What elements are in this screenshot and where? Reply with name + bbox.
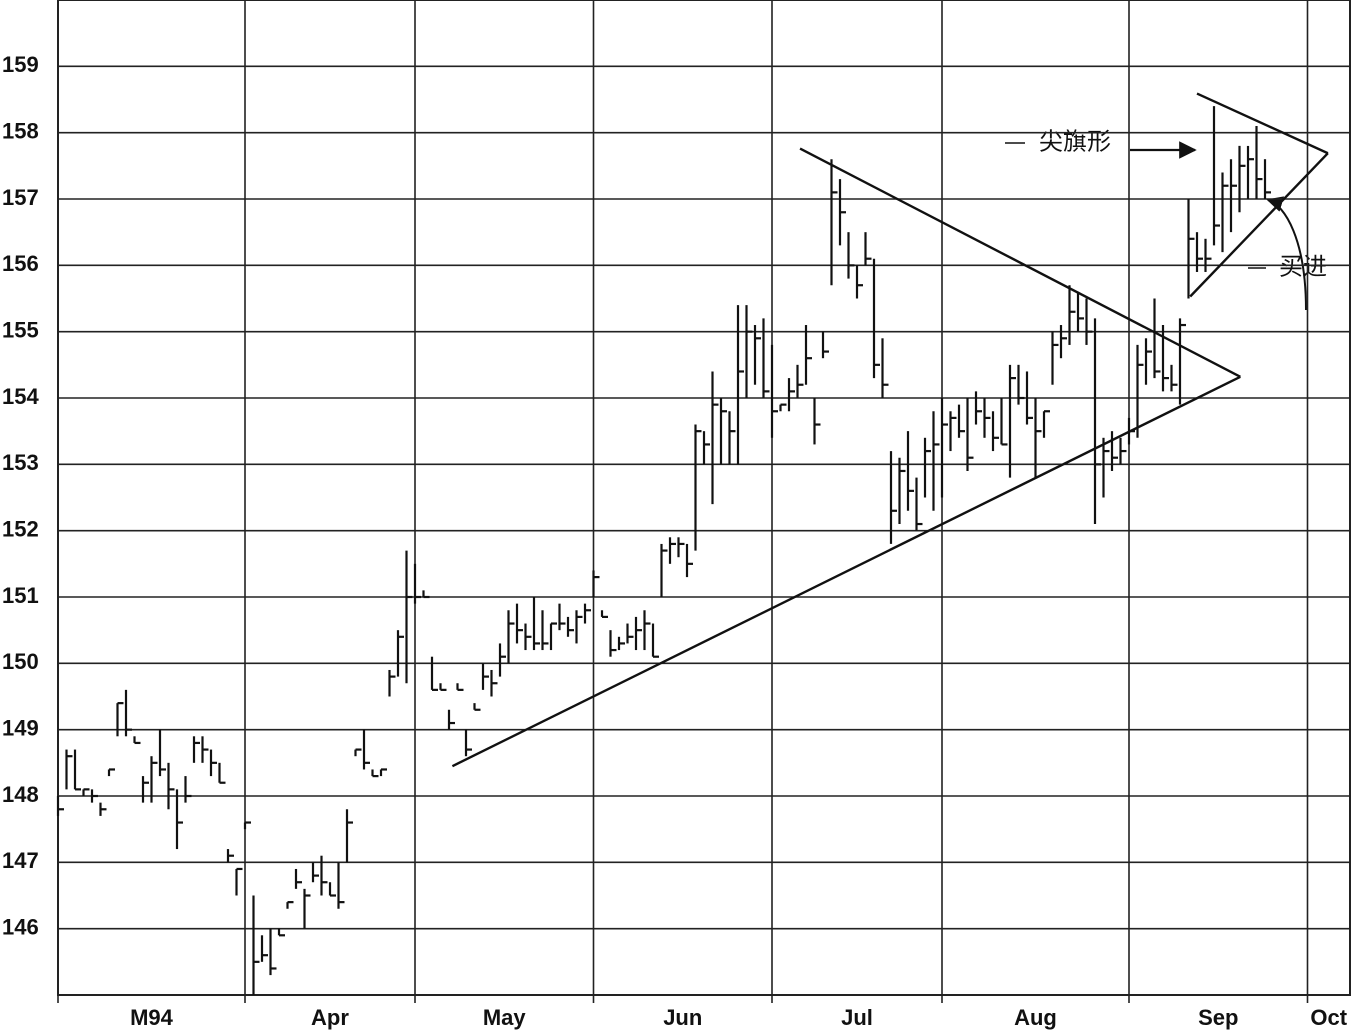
x-tick-label: Aug bbox=[1014, 1005, 1057, 1030]
y-tick-label: 154 bbox=[2, 384, 39, 409]
x-tick-label: M94 bbox=[130, 1005, 174, 1030]
y-tick-label: 159 bbox=[2, 52, 39, 77]
annotation: 买进 bbox=[1279, 253, 1327, 280]
x-tick-label: Apr bbox=[311, 1005, 349, 1030]
x-tick-label: Sep bbox=[1198, 1005, 1238, 1030]
y-tick-label: 147 bbox=[2, 848, 39, 873]
trendline bbox=[1196, 92, 1329, 155]
arrow bbox=[1266, 196, 1307, 311]
y-tick-label: 157 bbox=[2, 185, 39, 210]
y-tick-label: 146 bbox=[2, 914, 39, 939]
y-tick-label: 153 bbox=[2, 450, 39, 475]
trendline bbox=[799, 147, 1241, 378]
y-tick-label: 158 bbox=[2, 118, 39, 143]
y-tick-label: 152 bbox=[2, 516, 39, 541]
x-tick-label: May bbox=[483, 1005, 527, 1030]
trendline bbox=[1189, 152, 1329, 298]
trendline bbox=[451, 375, 1241, 768]
x-tick-label: Oct bbox=[1310, 1005, 1347, 1030]
y-tick-label: 156 bbox=[2, 251, 39, 276]
y-tick-label: 155 bbox=[2, 317, 39, 342]
y-tick-label: 151 bbox=[2, 583, 39, 608]
y-tick-label: 150 bbox=[2, 649, 39, 674]
y-tick-label: 148 bbox=[2, 782, 39, 807]
x-tick-label: Jul bbox=[841, 1005, 873, 1030]
y-tick-label: 149 bbox=[2, 715, 39, 740]
x-tick-label: Jun bbox=[663, 1005, 702, 1030]
